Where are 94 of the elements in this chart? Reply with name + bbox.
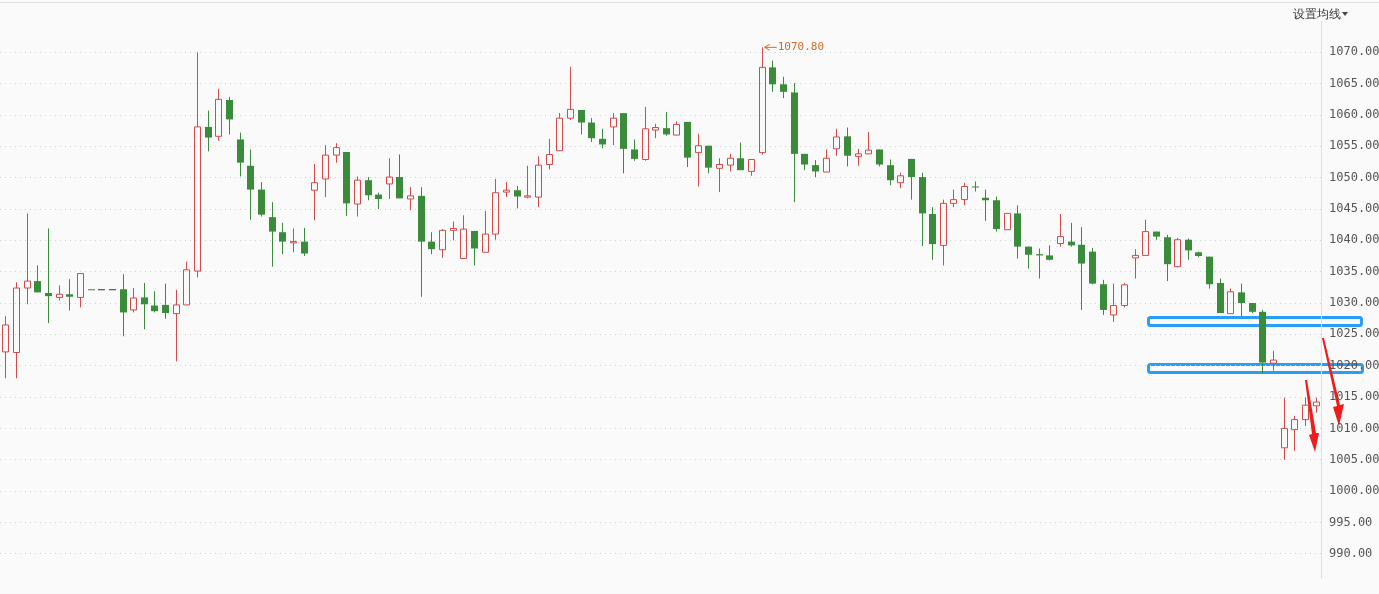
candlestick — [24, 212, 31, 305]
candlestick — [578, 109, 585, 135]
candlestick — [1142, 219, 1149, 256]
candlestick — [631, 138, 638, 162]
candlestick — [1291, 415, 1298, 452]
y-tick-label: 990.00 — [1329, 545, 1373, 560]
candlestick — [1302, 397, 1309, 427]
candlestick — [673, 120, 680, 136]
candlestick — [13, 281, 20, 379]
candlestick — [887, 159, 894, 186]
candlestick — [524, 165, 531, 198]
candlestick — [823, 148, 830, 173]
candlestick — [1132, 248, 1139, 280]
candlestick — [567, 66, 574, 121]
y-tick-label: 1045.00 — [1329, 201, 1379, 216]
candlestick — [1313, 397, 1320, 414]
candlestick — [439, 229, 446, 259]
candlestick — [737, 142, 744, 171]
candlestick — [77, 273, 84, 308]
candlestick — [237, 132, 244, 177]
candlestick — [173, 289, 180, 362]
y-tick-label: 1050.00 — [1329, 169, 1379, 184]
candlestick — [1238, 283, 1245, 317]
candlestick — [226, 96, 233, 135]
candlestick — [311, 163, 318, 221]
y-tick-label: 1035.00 — [1329, 263, 1379, 278]
candlestick — [34, 264, 41, 293]
candlestick — [162, 283, 169, 320]
candlestick — [1078, 226, 1085, 311]
candlestick — [247, 148, 254, 221]
candlestick — [396, 154, 403, 199]
candlestick — [279, 222, 286, 255]
candlestick — [865, 131, 872, 155]
candlestick — [354, 175, 361, 218]
candlestick — [386, 157, 393, 200]
candlestick — [301, 227, 308, 257]
candlestick — [663, 111, 670, 137]
candlestick — [972, 180, 979, 192]
y-tick-label: 1000.00 — [1329, 483, 1379, 498]
candlestick — [844, 127, 851, 167]
candlestick — [610, 112, 617, 146]
candlestick — [45, 227, 52, 324]
candlestick — [855, 148, 862, 167]
candlestick — [290, 227, 297, 253]
candlestick — [1110, 283, 1117, 323]
y-tick-label: 1025.00 — [1329, 326, 1379, 341]
candlestick — [322, 144, 329, 198]
candlestick — [460, 214, 467, 260]
candlestick — [1281, 397, 1288, 461]
y-tick-label: 1060.00 — [1329, 107, 1379, 122]
y-tick-label: 1030.00 — [1329, 295, 1379, 310]
candlestick — [194, 51, 201, 278]
candlestick — [780, 76, 787, 99]
candlestick — [471, 230, 478, 266]
candlestick — [535, 155, 542, 208]
candlestick — [769, 59, 776, 93]
candlestick — [141, 282, 148, 330]
candlestick — [588, 117, 595, 143]
candlestick — [428, 231, 435, 255]
candlestick — [151, 290, 158, 313]
y-tick-label: 1065.00 — [1329, 75, 1379, 90]
candlestick — [695, 133, 702, 187]
annotation: 1070.80 — [777, 40, 825, 54]
candlestick — [503, 181, 510, 198]
y-tick-label: 1005.00 — [1329, 451, 1379, 466]
candlestick — [716, 157, 723, 193]
candlestick — [1057, 213, 1064, 248]
candlestick — [908, 158, 915, 201]
candlestick — [365, 176, 372, 201]
candlestick — [407, 186, 414, 211]
candlestick — [748, 159, 755, 177]
candlestick — [1185, 237, 1192, 261]
candlestick — [642, 106, 649, 161]
y-tick-label: 1040.00 — [1329, 232, 1379, 247]
candlestick — [546, 138, 553, 171]
y-tick-label: 1070.00 — [1329, 44, 1379, 59]
candlestick — [940, 199, 947, 266]
candlestick — [205, 110, 212, 152]
candlestick — [56, 284, 63, 302]
candlestick — [269, 201, 276, 268]
candlestick — [514, 185, 521, 209]
candlestick — [705, 145, 712, 174]
y-tick-label: 1010.00 — [1329, 420, 1379, 435]
candlestick — [492, 178, 499, 241]
candlestick — [2, 315, 9, 379]
candlestick — [215, 88, 222, 142]
candlestick — [333, 142, 340, 164]
text: 设置均线 — [1293, 7, 1341, 21]
y-tick-label: 1055.00 — [1329, 138, 1379, 153]
candlestick — [120, 273, 127, 337]
y-tick-label: 995.00 — [1329, 514, 1373, 529]
candlestick — [482, 210, 489, 253]
candlestick — [66, 278, 73, 312]
candlestick — [599, 128, 606, 149]
